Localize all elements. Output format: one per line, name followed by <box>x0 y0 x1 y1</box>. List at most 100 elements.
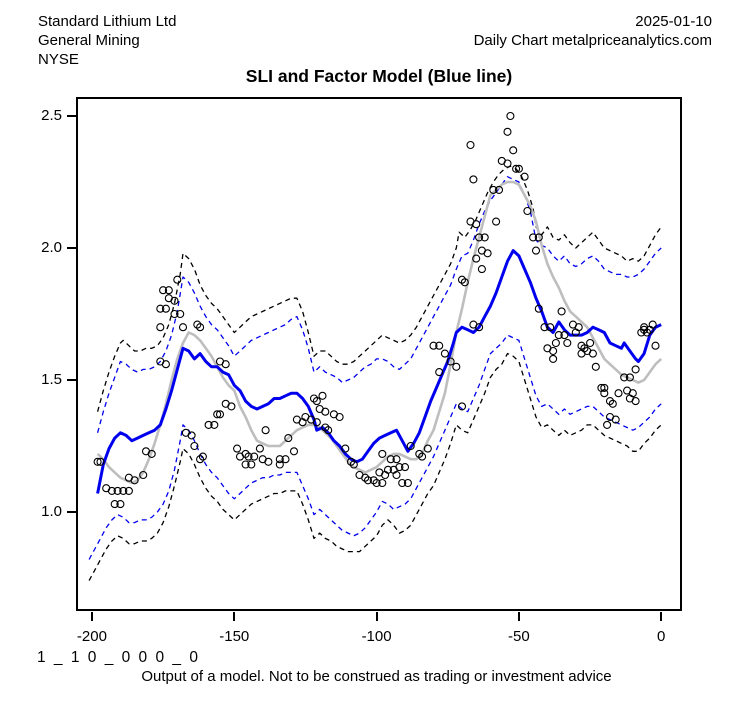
header-left: Standard Lithium Ltd General Mining NYSE <box>38 12 176 69</box>
smoothed-price-gray-line <box>96 180 663 485</box>
scatter-point <box>586 338 595 348</box>
scatter-point <box>247 460 256 469</box>
scatter-point <box>96 457 105 466</box>
scatter-point <box>124 486 133 495</box>
scatter-point <box>170 309 179 319</box>
scatter-point <box>116 500 125 509</box>
x-tick-mark <box>375 612 378 621</box>
scatter-point <box>147 449 156 458</box>
scatter-point <box>489 185 498 194</box>
scatter-point <box>406 441 415 451</box>
scatter-point <box>512 164 521 173</box>
scatter-point <box>309 394 319 403</box>
scatter-point <box>400 463 410 472</box>
y-tick-label: 2.0 <box>41 239 62 256</box>
scatter-point <box>520 172 529 181</box>
model-code: 1 _ 1 0 _ 0 0 0 _ 0 <box>37 649 200 666</box>
scatter-point <box>600 389 609 398</box>
scatter-point <box>227 402 236 411</box>
factor-model-blue-line <box>96 249 662 494</box>
scatter-point <box>563 338 572 348</box>
scatter-point <box>477 265 486 274</box>
scatter-point <box>549 346 558 356</box>
scatter-point <box>250 452 259 461</box>
lower-band-black-dashed-line <box>88 352 662 581</box>
scatter-point <box>395 463 404 472</box>
scatter-point <box>466 140 475 150</box>
scatter-point <box>435 368 444 377</box>
y-tick-mark <box>67 115 76 117</box>
scatter-point <box>110 500 119 509</box>
scatter-point <box>492 217 501 226</box>
scatter-point <box>176 309 185 319</box>
scatter-point <box>611 415 620 424</box>
y-tick-label: 1.5 <box>41 371 62 388</box>
scatter-point <box>139 470 148 480</box>
scatter-point <box>506 111 515 121</box>
plot-area <box>76 97 682 611</box>
scatter-point <box>386 455 395 464</box>
scatter-point <box>383 465 393 474</box>
scatter-point <box>187 431 196 440</box>
scatter-point <box>215 410 225 419</box>
upper-band-black-dashed-line <box>96 165 662 412</box>
scatter-point <box>509 146 518 155</box>
scatter-point <box>289 447 299 456</box>
scatter-point <box>161 360 170 369</box>
y-tick-label: 1.0 <box>41 503 62 520</box>
scatter-point <box>475 323 484 332</box>
scatter-point <box>415 449 424 458</box>
scatter-point <box>457 275 467 284</box>
scatter-point <box>577 349 586 358</box>
scatter-point <box>494 185 504 194</box>
scatter-point <box>341 444 350 453</box>
scatter-point <box>198 452 207 461</box>
scatter-point <box>403 478 412 488</box>
scatter-point <box>392 455 401 464</box>
scatter-point <box>349 460 358 469</box>
scatter-point <box>363 476 373 485</box>
scatter-point <box>119 486 128 495</box>
scatter-point <box>625 373 634 382</box>
scatter-point <box>361 473 370 482</box>
y-tick-mark <box>67 379 76 381</box>
scatter-point <box>346 457 356 466</box>
scatter-point <box>423 444 432 453</box>
scatter-point <box>107 486 116 495</box>
scatter-point <box>628 389 637 398</box>
scatter-point <box>312 418 321 427</box>
scatter-point <box>591 362 600 371</box>
scatter-point <box>398 478 407 488</box>
scatter-point <box>264 457 273 466</box>
scatter-point <box>560 331 569 340</box>
scatter-point <box>233 444 242 453</box>
scatter-point <box>312 397 321 406</box>
scatter-point <box>221 360 230 369</box>
x-tick-mark <box>90 612 93 621</box>
scatter-point <box>324 426 333 435</box>
scatter-point <box>173 275 182 284</box>
scatter-point <box>472 254 481 263</box>
scatter-point <box>440 349 449 358</box>
scatter-point <box>435 341 444 350</box>
scatter-point <box>540 323 549 332</box>
scatter-point <box>446 357 455 366</box>
chart-source: Daily Chart metalpriceanalytics.com <box>473 32 712 49</box>
scatter-point <box>452 362 461 371</box>
scatter-point <box>648 320 657 329</box>
scatter-point <box>284 434 293 443</box>
scatter-point <box>275 455 284 464</box>
scatter-point <box>640 325 649 334</box>
scatter-point <box>213 410 222 419</box>
scatter-point <box>614 389 623 398</box>
scatter-point <box>503 159 512 168</box>
scatter-point <box>554 331 563 340</box>
scatter-point <box>605 397 615 406</box>
scatter-point <box>557 307 566 316</box>
lower-band-blue-dashed-line <box>88 334 662 560</box>
scatter-point <box>372 478 381 488</box>
x-tick-mark <box>660 612 663 621</box>
scatter-point <box>640 323 649 332</box>
scatter-point <box>378 478 387 488</box>
disclaimer-text: Output of a model. Not to be construed a… <box>141 668 612 685</box>
